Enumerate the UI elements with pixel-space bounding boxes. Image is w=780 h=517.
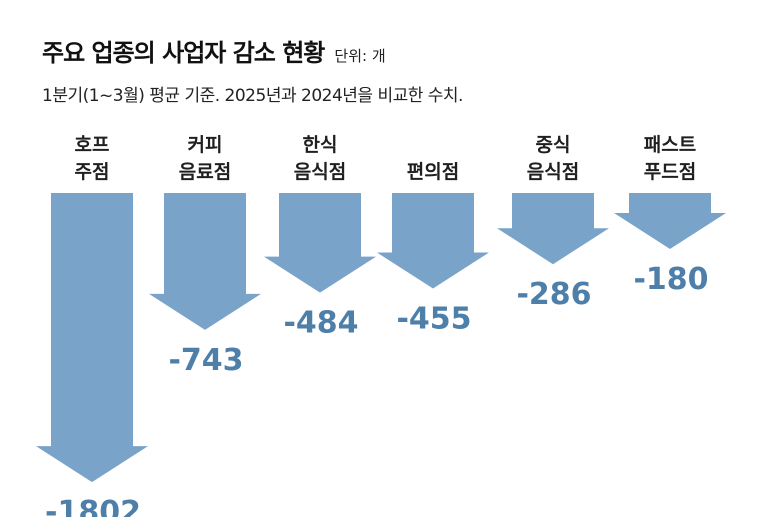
category-label: 음료점 (179, 161, 231, 183)
chart-subtitle: 1분기(1~3월) 평균 기준. 2025년과 2024년을 비교한 수치. (42, 86, 463, 106)
value-label: -743 (168, 343, 243, 378)
value-label: -484 (283, 306, 358, 341)
chart-title: 주요 업종의 사업자 감소 현황 (42, 39, 325, 67)
category-label: 음식점 (527, 161, 579, 183)
category-label: 주점 (75, 161, 110, 183)
value-label: -180 (633, 262, 708, 297)
arrow-bar (264, 193, 376, 293)
arrow-bar (614, 193, 726, 249)
category-label: 편의점 (407, 161, 459, 183)
category-label: 한식 (303, 134, 338, 156)
value-label: -286 (516, 277, 591, 312)
title-row: 주요 업종의 사업자 감소 현황 단위: 개 (42, 33, 386, 68)
category-label: 음식점 (294, 161, 346, 183)
category-label: 패스트 (644, 134, 696, 156)
category-label: 푸드점 (644, 161, 696, 183)
arrow-bar (149, 193, 261, 330)
category-label: 커피 (188, 134, 223, 156)
arrow-bar (36, 193, 148, 483)
unit-label: 단위: 개 (334, 47, 386, 65)
category-label: 호프 (75, 134, 110, 156)
category-label: 중식 (536, 134, 571, 156)
value-label: -1802 (45, 495, 141, 517)
arrow-bar (377, 193, 489, 289)
value-label: -455 (396, 302, 471, 337)
arrow-bar (497, 193, 609, 265)
